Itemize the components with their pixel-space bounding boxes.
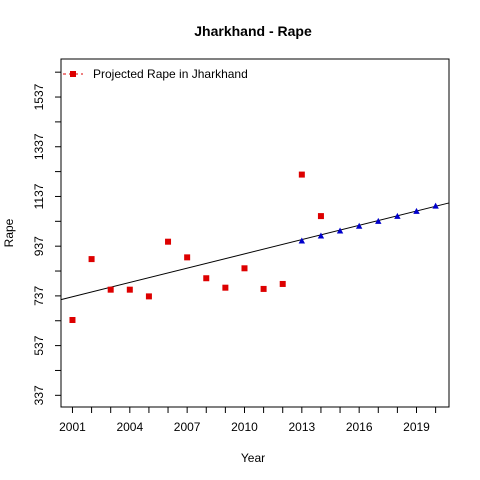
y-tick-label: 1337: [32, 133, 46, 160]
legend-marker: [70, 71, 76, 77]
x-tick-label: 2013: [288, 420, 315, 434]
data-point-triangle: [317, 232, 325, 239]
data-point-square: [145, 293, 152, 300]
data-point-triangle: [336, 227, 344, 234]
y-axis-label: Rape: [2, 218, 16, 247]
x-tick-label: 2019: [403, 420, 430, 434]
y-tick-label: 337: [32, 385, 46, 405]
data-point-square: [222, 284, 229, 291]
data-point-square: [241, 265, 248, 272]
y-tick-label: 1537: [32, 83, 46, 110]
data-point-square: [298, 171, 305, 178]
chart-title: Jharkhand - Rape: [194, 23, 312, 39]
legend-label: Projected Rape in Jharkhand: [93, 67, 248, 81]
data-point-square: [165, 238, 172, 245]
y-tick-label: 1137: [32, 183, 46, 209]
data-point-square: [184, 254, 191, 261]
data-point-triangle: [394, 212, 401, 219]
data-point-square: [126, 286, 133, 293]
data-point-triangle: [413, 207, 420, 214]
data-point-square: [260, 285, 267, 292]
data-point-square: [317, 213, 324, 220]
x-tick-label: 2007: [174, 420, 201, 434]
x-tick-label: 2004: [116, 420, 143, 434]
x-tick-label: 2010: [231, 420, 258, 434]
x-axis: 2001 2004 2007 2010 2013 2016 2019: [59, 407, 437, 434]
data-point-square: [88, 256, 95, 263]
data-points: [69, 171, 439, 323]
data-point-triangle: [432, 202, 439, 209]
x-tick-label: 2001: [59, 420, 86, 434]
x-axis-label: Year: [241, 451, 265, 465]
plot-frame: [60, 58, 450, 408]
y-tick-label: 537: [32, 335, 46, 355]
data-point-triangle: [375, 217, 382, 224]
data-point-triangle: [355, 222, 363, 229]
data-point-square: [107, 286, 114, 293]
y-tick-label: 737: [32, 286, 46, 306]
data-point-triangle: [298, 237, 306, 244]
data-point-square: [279, 280, 286, 287]
data-point-square: [69, 317, 76, 323]
legend: Projected Rape in Jharkhand: [63, 67, 248, 81]
y-axis: 337 537 737 937 1137 1337 1537: [32, 71, 61, 405]
x-tick-label: 2016: [346, 420, 373, 434]
y-tick-label: 937: [32, 236, 46, 256]
trend-line: [60, 202, 450, 301]
data-point-square: [203, 275, 210, 282]
